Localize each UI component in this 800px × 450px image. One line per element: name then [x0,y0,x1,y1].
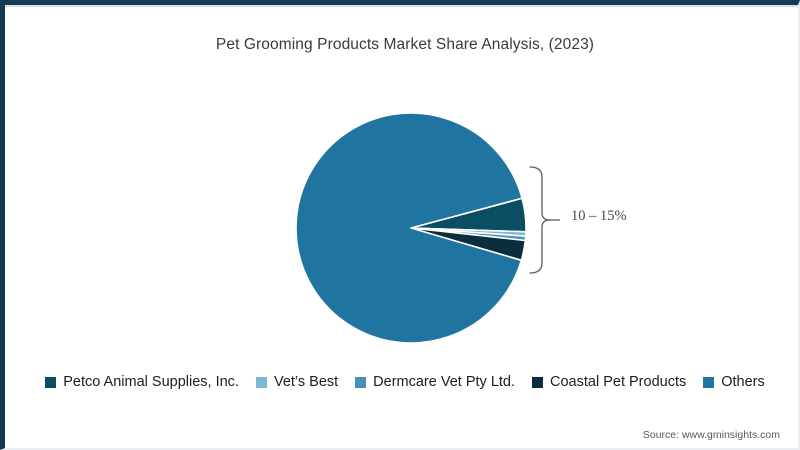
legend-item-label: Petco Animal Supplies, Inc. [63,373,239,390]
legend-item-label: Coastal Pet Products [550,373,687,390]
chart-legend: Petco Animal Supplies, Inc. Vet’s Best Der… [5,365,798,399]
page-title: Pet Grooming Products Market Share Analy… [215,36,595,53]
legend-swatch-icon [703,376,715,388]
legend-item[interactable]: Petco Animal Supplies, Inc. [45,375,239,390]
legend-item[interactable]: Coastal Pet Products [532,375,686,390]
pie-chart [295,112,527,344]
legend-item-label: Vet’s Best [273,373,339,390]
legend-swatch-icon [45,376,57,388]
pie-chart-area: 10 – 15% [5,5,798,365]
legend-swatch-icon [355,376,367,388]
legend-swatch-icon [255,376,267,388]
range-bracket-icon [529,166,560,274]
legend-item-label: Dermcare Vet Pty Ltd. [373,373,516,390]
pie-slice[interactable] [295,112,523,344]
legend-swatch-icon [532,376,544,388]
legend-item-label: Others [721,373,765,390]
source-attribution: Source: www.gminsights.com [642,429,780,441]
legend-item[interactable]: Others [703,375,765,390]
legend-item[interactable]: Dermcare Vet Pty Ltd. [355,375,515,390]
range-annotation-label: 10 – 15% [571,208,627,224]
legend-item[interactable]: Vet’s Best [255,373,339,390]
card-top-accent-rule [5,5,798,7]
pie-slice-group [295,112,527,344]
